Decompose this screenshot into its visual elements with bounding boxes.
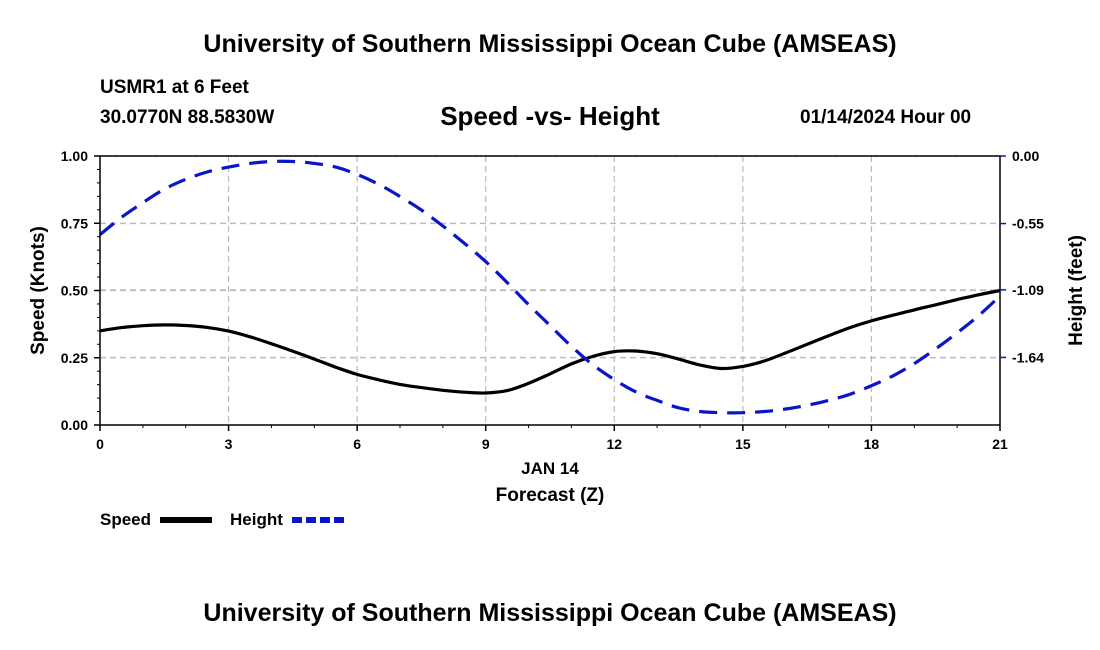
series-line-speed [99,288,1001,395]
chart-subtitle: Speed -vs- Height [440,101,660,131]
x-tick-label: 6 [353,436,361,452]
x-tick-label: 15 [735,436,751,452]
series-layer [98,159,1002,415]
y-right-tick-label: -1.64 [1012,349,1044,365]
y-right-tick-label: 0.00 [1012,148,1039,164]
y-left-tick-label: 0.50 [61,283,88,299]
chart-title: University of Southern Mississippi Ocean… [203,30,897,58]
y-left-tick-label: 0.25 [61,350,88,366]
x-tick-label: 12 [606,436,622,452]
footer-title: University of Southern Mississippi Ocean… [203,599,897,627]
y-left-tick-label: 0.75 [61,215,88,231]
x-tick-label: 0 [96,436,104,452]
x-tick-label: 21 [992,436,1008,452]
x-axis-label: Forecast (Z) [496,485,605,506]
x-tick-label: 9 [482,436,490,452]
x-tick-label: 18 [864,436,880,452]
grid [100,155,1000,425]
legend-speed-label: Speed [100,510,151,529]
series-line-height [98,159,1002,415]
datetime-label: 01/14/2024 Hour 00 [800,107,972,128]
y-axis-right-label: Height (feet) [1066,235,1087,346]
y-left-tick-label: 0.00 [61,417,88,433]
y-left-tick-label: 1.00 [61,148,88,164]
legend: Speed Height [100,510,344,529]
y-right-tick-label: -0.55 [1012,216,1044,232]
coordinates-label: 30.0770N 88.5830W [100,107,275,128]
x-date-label: JAN 14 [521,459,579,478]
y-axis-left-label: Speed (Knots) [28,226,49,355]
ticks: 0 3 6 9 12 15 18 21 0.00 0.25 0.50 0.75 1.00 0.00 -0.5… [61,148,1044,452]
station-label: USMR1 at 6 Feet [100,77,249,98]
x-tick-label: 3 [225,436,233,452]
y-right-tick-label: -1.09 [1012,282,1044,298]
legend-height-label: Height [230,510,283,529]
